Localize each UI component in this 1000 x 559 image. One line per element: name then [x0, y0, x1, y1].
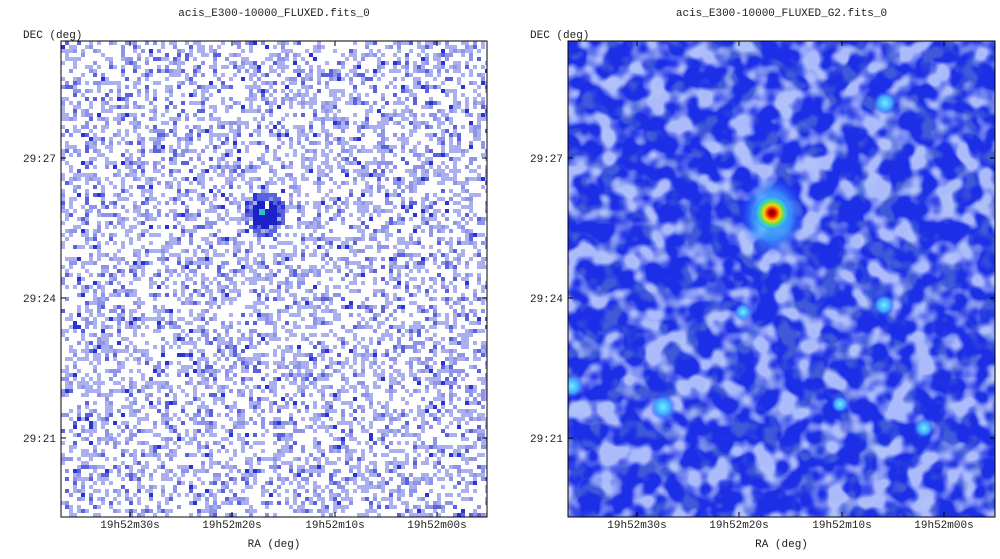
y-tick-label: 29:21 [23, 434, 56, 446]
x-axis-label: RA (deg) [248, 539, 301, 551]
y-tick-label: 29:21 [530, 434, 563, 446]
y-tick-label: 29:27 [530, 154, 563, 166]
y-axis-label: DEC (deg) [23, 30, 82, 42]
panel-title: acis_E300-10000_FLUXED.fits_0 [178, 8, 369, 20]
image-raw [61, 41, 487, 517]
x-axis-label: RA (deg) [755, 539, 808, 551]
x-tick-label: 19h52m20s [202, 520, 261, 532]
frame [567, 40, 996, 518]
x-tick-label: 19h52m10s [305, 520, 364, 532]
x-tick-label: 19h52m30s [100, 520, 159, 532]
panel-title: acis_E300-10000_FLUXED_G2.fits_0 [676, 8, 887, 20]
y-tick-label: 29:27 [23, 154, 56, 166]
x-tick-label: 19h52m30s [607, 520, 666, 532]
image-smoothed [568, 41, 995, 517]
x-tick-label: 19h52m00s [914, 520, 973, 532]
frame [60, 40, 488, 518]
x-tick-label: 19h52m00s [407, 520, 466, 532]
x-tick-label: 19h52m10s [812, 520, 871, 532]
y-tick-label: 29:24 [530, 294, 563, 306]
x-tick-label: 19h52m20s [709, 520, 768, 532]
y-tick-label: 29:24 [23, 294, 56, 306]
y-axis-label: DEC (deg) [530, 30, 589, 42]
